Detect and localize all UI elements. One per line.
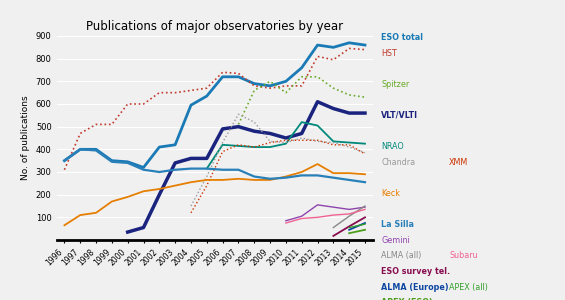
Text: La Silla: La Silla bbox=[381, 220, 414, 229]
Y-axis label: No. of publications: No. of publications bbox=[21, 96, 30, 180]
Text: Gemini: Gemini bbox=[381, 236, 410, 245]
Text: NRAO: NRAO bbox=[381, 142, 404, 151]
Text: Chandra: Chandra bbox=[381, 158, 415, 167]
Text: ESO total: ESO total bbox=[381, 33, 423, 42]
Text: ALMA (all): ALMA (all) bbox=[381, 251, 421, 260]
Title: Publications of major observatories by year: Publications of major observatories by y… bbox=[86, 20, 344, 33]
Text: APEX (ESO): APEX (ESO) bbox=[381, 298, 433, 300]
Text: ESO survey tel.: ESO survey tel. bbox=[381, 267, 450, 276]
Text: HST: HST bbox=[381, 49, 397, 58]
Text: Spitzer: Spitzer bbox=[381, 80, 410, 89]
Text: XMM: XMM bbox=[449, 158, 468, 167]
Text: ALMA (Europe): ALMA (Europe) bbox=[381, 283, 449, 292]
Text: Keck: Keck bbox=[381, 189, 401, 198]
Text: VLT/VLTI: VLT/VLTI bbox=[381, 111, 419, 120]
Text: Subaru: Subaru bbox=[449, 251, 478, 260]
Text: APEX (all): APEX (all) bbox=[449, 283, 488, 292]
